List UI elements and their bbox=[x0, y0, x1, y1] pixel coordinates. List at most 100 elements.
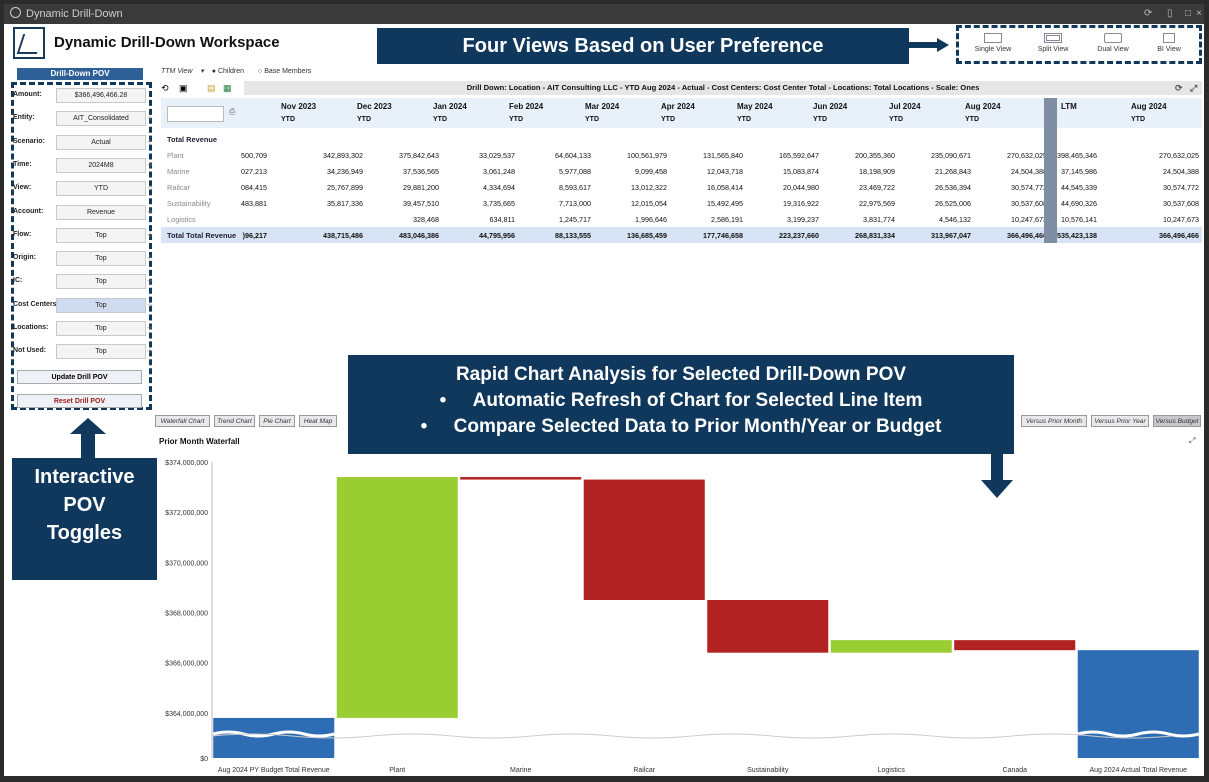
refresh-icon[interactable]: ⟳ bbox=[1144, 8, 1153, 19]
row-label: Total Total Revenue bbox=[167, 231, 237, 240]
pov-selector-icon[interactable]: ⊹ bbox=[147, 255, 153, 263]
base-members-radio[interactable]: ○ Base Members bbox=[258, 68, 312, 75]
pov-value-field[interactable]: Top bbox=[56, 321, 146, 336]
pov-selector-icon[interactable]: ⊹ bbox=[147, 231, 153, 239]
table-row[interactable]: Plant 500,709 342,893,302 375,842,643 33,029… bbox=[161, 147, 1202, 163]
table-cell: 483,881 bbox=[241, 199, 267, 208]
waterfall-bar-decrease[interactable] bbox=[583, 479, 705, 600]
split-view-button[interactable]: Split View bbox=[1023, 33, 1083, 53]
table-cell: 16,058,414 bbox=[707, 183, 743, 192]
tab-versus-prior-year[interactable]: Versus Prior Year bbox=[1091, 415, 1149, 427]
pov-value-field[interactable]: Top bbox=[56, 297, 146, 313]
waterfall-bar-increase[interactable] bbox=[830, 640, 952, 653]
table-cell: 3,061,248 bbox=[483, 167, 515, 176]
dual-view-button[interactable]: Dual View bbox=[1083, 33, 1143, 53]
column-month: Jul 2024 bbox=[889, 102, 921, 111]
y-tick-label: $0 bbox=[200, 756, 208, 763]
pin-icon[interactable]: ▯ bbox=[1167, 8, 1173, 19]
table-cell: 29,881,200 bbox=[403, 183, 439, 192]
table-cell: 223,237,660 bbox=[779, 231, 819, 240]
pov-value-field[interactable]: Top bbox=[56, 274, 146, 290]
table-cell: 37,536,565 bbox=[403, 167, 439, 176]
table-cell: 7,713,000 bbox=[559, 199, 591, 208]
table-row[interactable]: Marine 027,213 34,236,949 37,536,565 3,061,2… bbox=[161, 163, 1202, 179]
chart-expand-icon[interactable]: ⤢ bbox=[1189, 436, 1196, 445]
pov-selector-icon[interactable]: ⊹ bbox=[147, 348, 153, 356]
pov-selector-icon[interactable]: ⊹ bbox=[147, 138, 153, 146]
table-cell: 500,709 bbox=[241, 151, 267, 160]
grid-filter-input[interactable] bbox=[167, 106, 224, 122]
single-view-button[interactable]: Single View bbox=[963, 33, 1023, 53]
column-month: Apr 2024 bbox=[661, 102, 695, 111]
table-row[interactable]: Total Total Revenue)96,217 438,715,486 483… bbox=[161, 227, 1202, 243]
pov-value-field[interactable]: $366,496,466.28 bbox=[56, 88, 146, 103]
tab-pie-chart[interactable]: Pie Chart bbox=[259, 415, 295, 427]
pov-selector-icon[interactable]: ⊹ bbox=[147, 115, 153, 123]
reset-drill-pov-button[interactable]: Reset Drill POV bbox=[17, 394, 142, 408]
table-cell: 30,537,608 bbox=[1163, 199, 1199, 208]
pov-value-field[interactable]: AIT_Consolidated bbox=[56, 111, 146, 127]
waterfall-bar-decrease[interactable] bbox=[460, 477, 582, 480]
tab-waterfall-chart[interactable]: Waterfall Chart bbox=[155, 415, 210, 427]
waterfall-bar-decrease[interactable] bbox=[954, 640, 1076, 651]
window-titlebar: Dynamic Drill-Down ⟳ ▯ □ × bbox=[4, 4, 1204, 24]
waterfall-bar-increase[interactable] bbox=[336, 477, 458, 718]
pov-selector-icon[interactable]: ⊹ bbox=[147, 325, 153, 332]
table-cell: 22,975,569 bbox=[859, 199, 895, 208]
pov-value-field[interactable]: YTD bbox=[56, 181, 146, 197]
grid-refresh-icon[interactable]: ⟳ bbox=[1175, 83, 1183, 93]
bi-view-button[interactable]: BI View bbox=[1139, 33, 1199, 53]
y-tick-label: $372,000,000 bbox=[165, 510, 208, 517]
pov-value-field[interactable]: 2024M8 bbox=[56, 157, 146, 173]
ttm-view-dropdown[interactable]: TTM View ▾ bbox=[161, 68, 204, 75]
row-label: Sustainability bbox=[167, 199, 211, 208]
pov-value-field[interactable]: Revenue bbox=[56, 204, 146, 220]
maximize-icon[interactable]: □ bbox=[1185, 8, 1192, 19]
tab-heat-map[interactable]: Heat Map bbox=[299, 415, 337, 427]
waterfall-bar-decrease[interactable] bbox=[707, 600, 829, 653]
refresh-grid-icon[interactable]: ⟲ bbox=[161, 83, 169, 93]
pov-selector-icon[interactable]: ⊹ bbox=[147, 278, 153, 286]
save-icon[interactable]: ▣ bbox=[179, 83, 188, 93]
column-month: May 2024 bbox=[737, 102, 773, 111]
pov-selector-icon[interactable]: ⊹ bbox=[147, 161, 153, 169]
ltm-separator bbox=[1044, 98, 1057, 243]
row-label: Logistics bbox=[167, 215, 196, 224]
pov-value-field[interactable]: Actual bbox=[56, 134, 146, 150]
table-cell: 26,525,006 bbox=[935, 199, 971, 208]
view-options: TTM View ▾ ● Children ○ Base Members bbox=[161, 67, 323, 75]
axis-break-mark bbox=[212, 730, 335, 738]
tab-trend-chart[interactable]: Trend Chart bbox=[214, 415, 255, 427]
pov-label: Origin: bbox=[13, 254, 36, 262]
pov-row: Cost Centers: Top ⊹ bbox=[13, 297, 153, 314]
pov-row: Scenario: Actual ⊹ bbox=[13, 134, 153, 151]
pov-selector-icon[interactable]: ⊹ bbox=[147, 208, 153, 216]
pov-row: IC: Top ⊹ bbox=[13, 274, 153, 290]
pov-value-field[interactable]: Top bbox=[56, 344, 146, 360]
pov-selector-icon[interactable]: ⊹ bbox=[147, 301, 153, 309]
axis-break-line bbox=[211, 733, 1173, 739]
close-icon[interactable]: × bbox=[1196, 8, 1202, 19]
column-month: Mar 2024 bbox=[585, 102, 620, 111]
table-cell: 33,029,537 bbox=[479, 151, 515, 160]
pov-value-field[interactable]: Top bbox=[56, 251, 146, 267]
table-cell: 328,468 bbox=[413, 215, 439, 224]
pov-value-field[interactable]: Top bbox=[56, 227, 146, 243]
table-row[interactable]: Sustainability 483,881 35,817,336 39,457,51… bbox=[161, 195, 1202, 211]
tab-versus-budget[interactable]: Versus Budget bbox=[1153, 415, 1201, 427]
document-icon[interactable]: ▤ bbox=[207, 83, 216, 93]
row-label: Marine bbox=[167, 167, 190, 176]
table-row[interactable]: Railcar 084,415 25,767,899 29,881,200 4,334,… bbox=[161, 179, 1202, 195]
window-title: Dynamic Drill-Down bbox=[26, 8, 123, 20]
print-icon[interactable]: ⎙ bbox=[229, 107, 236, 116]
waterfall-bar-total[interactable] bbox=[1077, 650, 1199, 758]
table-row[interactable]: Logistics 328,468 634,811 1,245,717 1,996,64… bbox=[161, 211, 1202, 227]
excel-icon[interactable]: ▦ bbox=[223, 83, 232, 93]
update-drill-pov-button[interactable]: Update Drill POV bbox=[17, 370, 142, 384]
children-radio[interactable]: ● Children bbox=[211, 68, 245, 75]
pov-selector-icon[interactable]: ⊹ bbox=[147, 185, 153, 193]
x-category-label: Marine bbox=[510, 767, 532, 774]
tab-versus-prior-month[interactable]: Versus Prior Month bbox=[1021, 415, 1087, 427]
table-cell: 366,496,466 bbox=[1159, 231, 1199, 240]
grid-expand-icon[interactable]: ⤢ bbox=[1190, 83, 1198, 93]
